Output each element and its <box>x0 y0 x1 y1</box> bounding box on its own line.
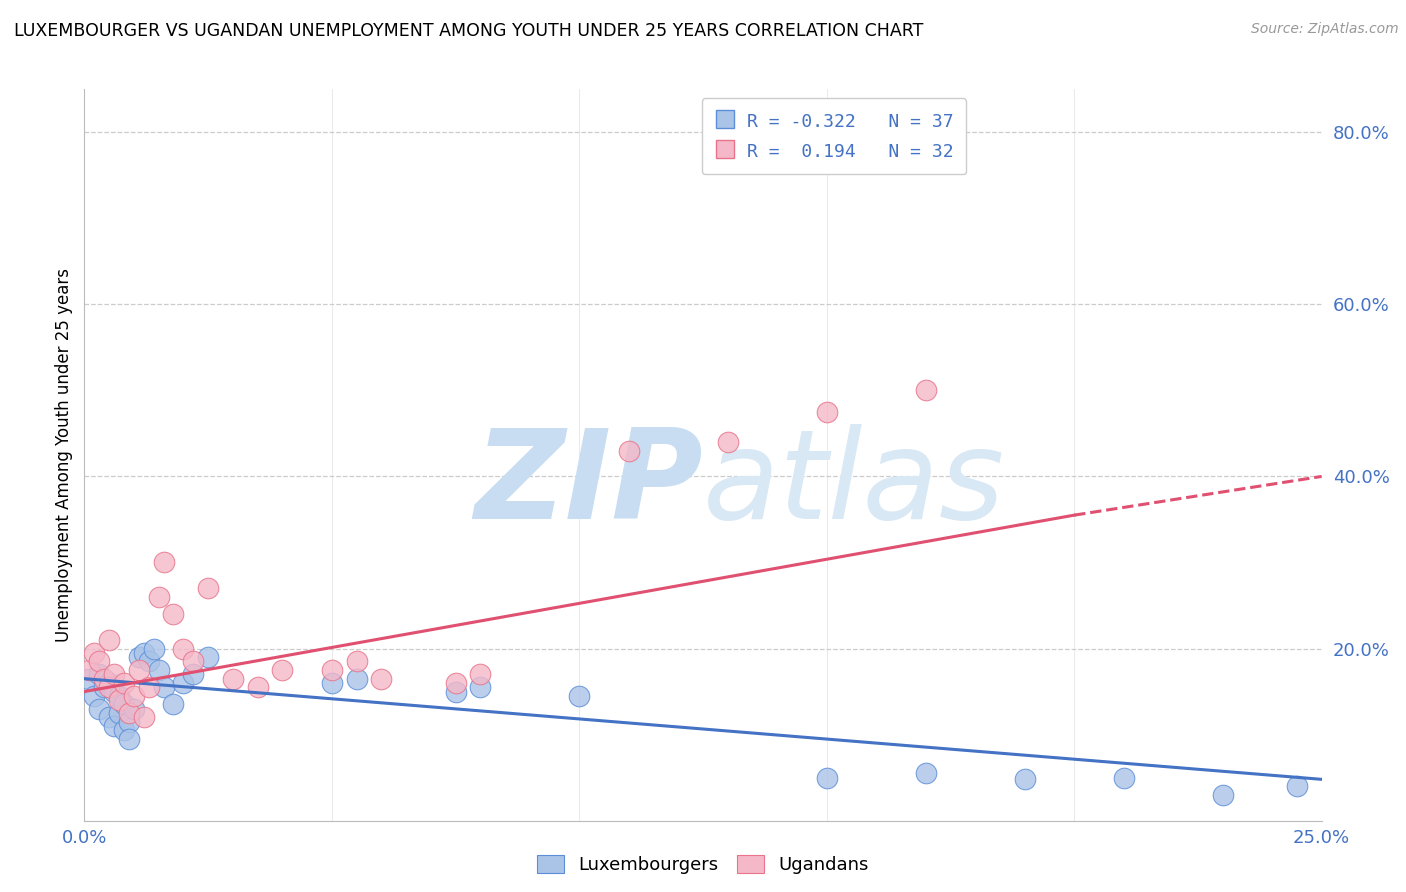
Point <box>914 384 936 398</box>
Point <box>93 672 115 686</box>
Point <box>617 443 640 458</box>
Point <box>93 680 115 694</box>
Point <box>83 689 105 703</box>
Point <box>152 556 174 570</box>
Point <box>148 663 170 677</box>
Text: Source: ZipAtlas.com: Source: ZipAtlas.com <box>1251 22 1399 37</box>
Point <box>717 435 740 450</box>
Point <box>815 405 838 419</box>
Point <box>142 641 165 656</box>
Point <box>197 650 219 665</box>
Point <box>118 714 141 729</box>
Point <box>108 693 131 707</box>
Point <box>444 676 467 690</box>
Point <box>321 676 343 690</box>
Point <box>122 689 145 703</box>
Point <box>112 723 135 738</box>
Point <box>1212 788 1234 802</box>
Point <box>98 676 121 690</box>
Point <box>197 582 219 596</box>
Text: atlas: atlas <box>703 424 1005 545</box>
Point <box>98 710 121 724</box>
Point <box>98 680 121 694</box>
Point <box>138 655 160 669</box>
Y-axis label: Unemployment Among Youth under 25 years: Unemployment Among Youth under 25 years <box>55 268 73 642</box>
Text: ZIP: ZIP <box>474 424 703 545</box>
Text: LUXEMBOURGER VS UGANDAN UNEMPLOYMENT AMONG YOUTH UNDER 25 YEARS CORRELATION CHAR: LUXEMBOURGER VS UGANDAN UNEMPLOYMENT AMO… <box>14 22 924 40</box>
Point <box>128 650 150 665</box>
Point <box>321 663 343 677</box>
Point <box>103 719 125 733</box>
Point <box>815 771 838 785</box>
Point <box>172 641 194 656</box>
Point <box>162 607 184 621</box>
Point <box>181 655 204 669</box>
Point <box>83 646 105 660</box>
Point <box>152 680 174 694</box>
Point <box>1285 779 1308 793</box>
Point <box>103 684 125 698</box>
Point <box>1112 771 1135 785</box>
Point <box>118 706 141 720</box>
Point <box>470 680 492 694</box>
Point <box>89 702 111 716</box>
Point <box>79 672 101 686</box>
Point <box>132 710 155 724</box>
Point <box>444 684 467 698</box>
Point <box>118 731 141 746</box>
Point <box>132 646 155 660</box>
Point <box>370 672 392 686</box>
Point <box>112 676 135 690</box>
Point <box>346 655 368 669</box>
Point <box>181 667 204 681</box>
Point <box>89 667 111 681</box>
Legend: Luxembourgers, Ugandans: Luxembourgers, Ugandans <box>530 847 876 881</box>
Point <box>172 676 194 690</box>
Point <box>112 698 135 712</box>
Point <box>246 680 269 694</box>
Point <box>108 706 131 720</box>
Point <box>346 672 368 686</box>
Point <box>271 663 294 677</box>
Point <box>108 689 131 703</box>
Point <box>914 766 936 780</box>
Point <box>89 655 111 669</box>
Point <box>79 663 101 677</box>
Point <box>568 689 591 703</box>
Point <box>138 680 160 694</box>
Point <box>103 667 125 681</box>
Point <box>128 663 150 677</box>
Point <box>222 672 245 686</box>
Point <box>98 632 121 647</box>
Point <box>148 590 170 604</box>
Point <box>1014 772 1036 787</box>
Point <box>470 667 492 681</box>
Point <box>122 702 145 716</box>
Point <box>162 698 184 712</box>
